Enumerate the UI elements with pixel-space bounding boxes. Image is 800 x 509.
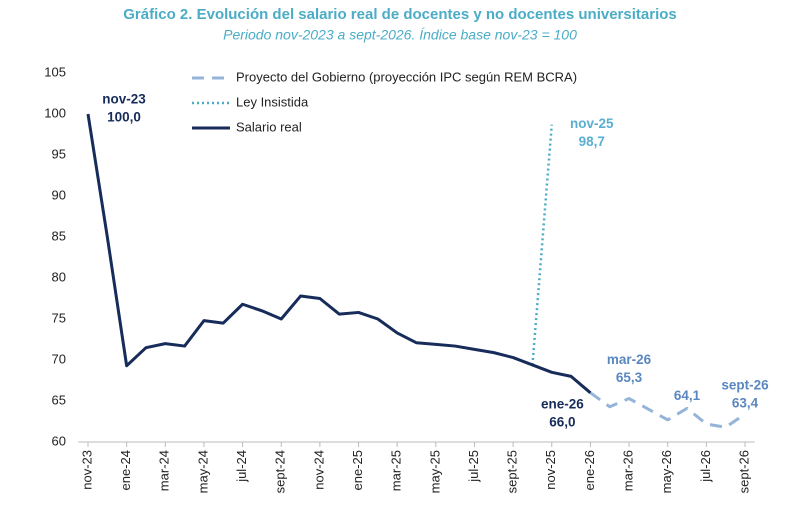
y-tick-label: 85 — [52, 228, 66, 243]
value-label: 100,0 — [107, 110, 141, 125]
x-tick-label: sept-26 — [736, 450, 751, 493]
annotation-date: nov-23 — [102, 92, 146, 107]
x-tick-label: nov-23 — [79, 450, 94, 490]
chart-subtitle: Periodo nov-2023 a sept-2026. Índice bas… — [223, 27, 577, 43]
series-line — [86, 113, 592, 394]
y-tick-label: 60 — [52, 433, 66, 448]
value-label: 98,7 — [579, 134, 605, 149]
y-tick-label: 80 — [52, 269, 66, 284]
series-line — [531, 124, 554, 366]
x-tick-label: mar-24 — [157, 450, 172, 491]
y-tick-label: 100 — [44, 105, 66, 120]
legend-label: Ley Insistida — [236, 94, 309, 109]
annotation-date: sept-26 — [721, 378, 769, 393]
x-tick-label: ene-25 — [350, 450, 365, 490]
chart-title: Gráfico 2. Evolución del salario real de… — [123, 6, 677, 23]
x-tick-label: jul-26 — [698, 450, 713, 483]
value-label: 63,4 — [732, 396, 759, 411]
x-tick-label: ene-24 — [118, 450, 133, 490]
legend-label: Proyecto del Gobierno (proyección IPC se… — [236, 69, 577, 84]
annotation-date: nov-25 — [570, 116, 614, 131]
x-tick-label: nov-25 — [543, 450, 558, 490]
y-tick-label: 95 — [52, 146, 66, 161]
x-tick-label: may-26 — [659, 450, 674, 493]
x-tick-label: may-25 — [427, 450, 442, 493]
y-tick-label: 70 — [52, 351, 66, 366]
legend-label: Salario real — [236, 119, 302, 134]
x-tick-label: mar-26 — [620, 450, 635, 491]
x-tick-label: may-24 — [195, 450, 210, 493]
y-tick-label: 75 — [52, 310, 66, 325]
annotation-date: mar-26 — [607, 352, 652, 367]
x-tick-label: mar-25 — [389, 450, 404, 491]
y-tick-label: 65 — [52, 392, 66, 407]
annotation-date: ene-26 — [541, 396, 584, 411]
y-tick-label: 90 — [52, 187, 66, 202]
value-label: 64,1 — [674, 388, 701, 403]
y-tick-label: 105 — [44, 64, 66, 79]
x-tick-label: sept-24 — [273, 450, 288, 493]
x-tick-label: jul-24 — [234, 450, 249, 483]
value-label: 65,3 — [616, 370, 643, 385]
series-line — [589, 391, 746, 429]
x-tick-label: sept-25 — [505, 450, 520, 493]
x-tick-label: ene-26 — [582, 450, 597, 490]
value-label: 66,0 — [549, 414, 575, 429]
x-tick-label: nov-24 — [311, 450, 326, 490]
x-tick-label: jul-25 — [466, 450, 481, 483]
